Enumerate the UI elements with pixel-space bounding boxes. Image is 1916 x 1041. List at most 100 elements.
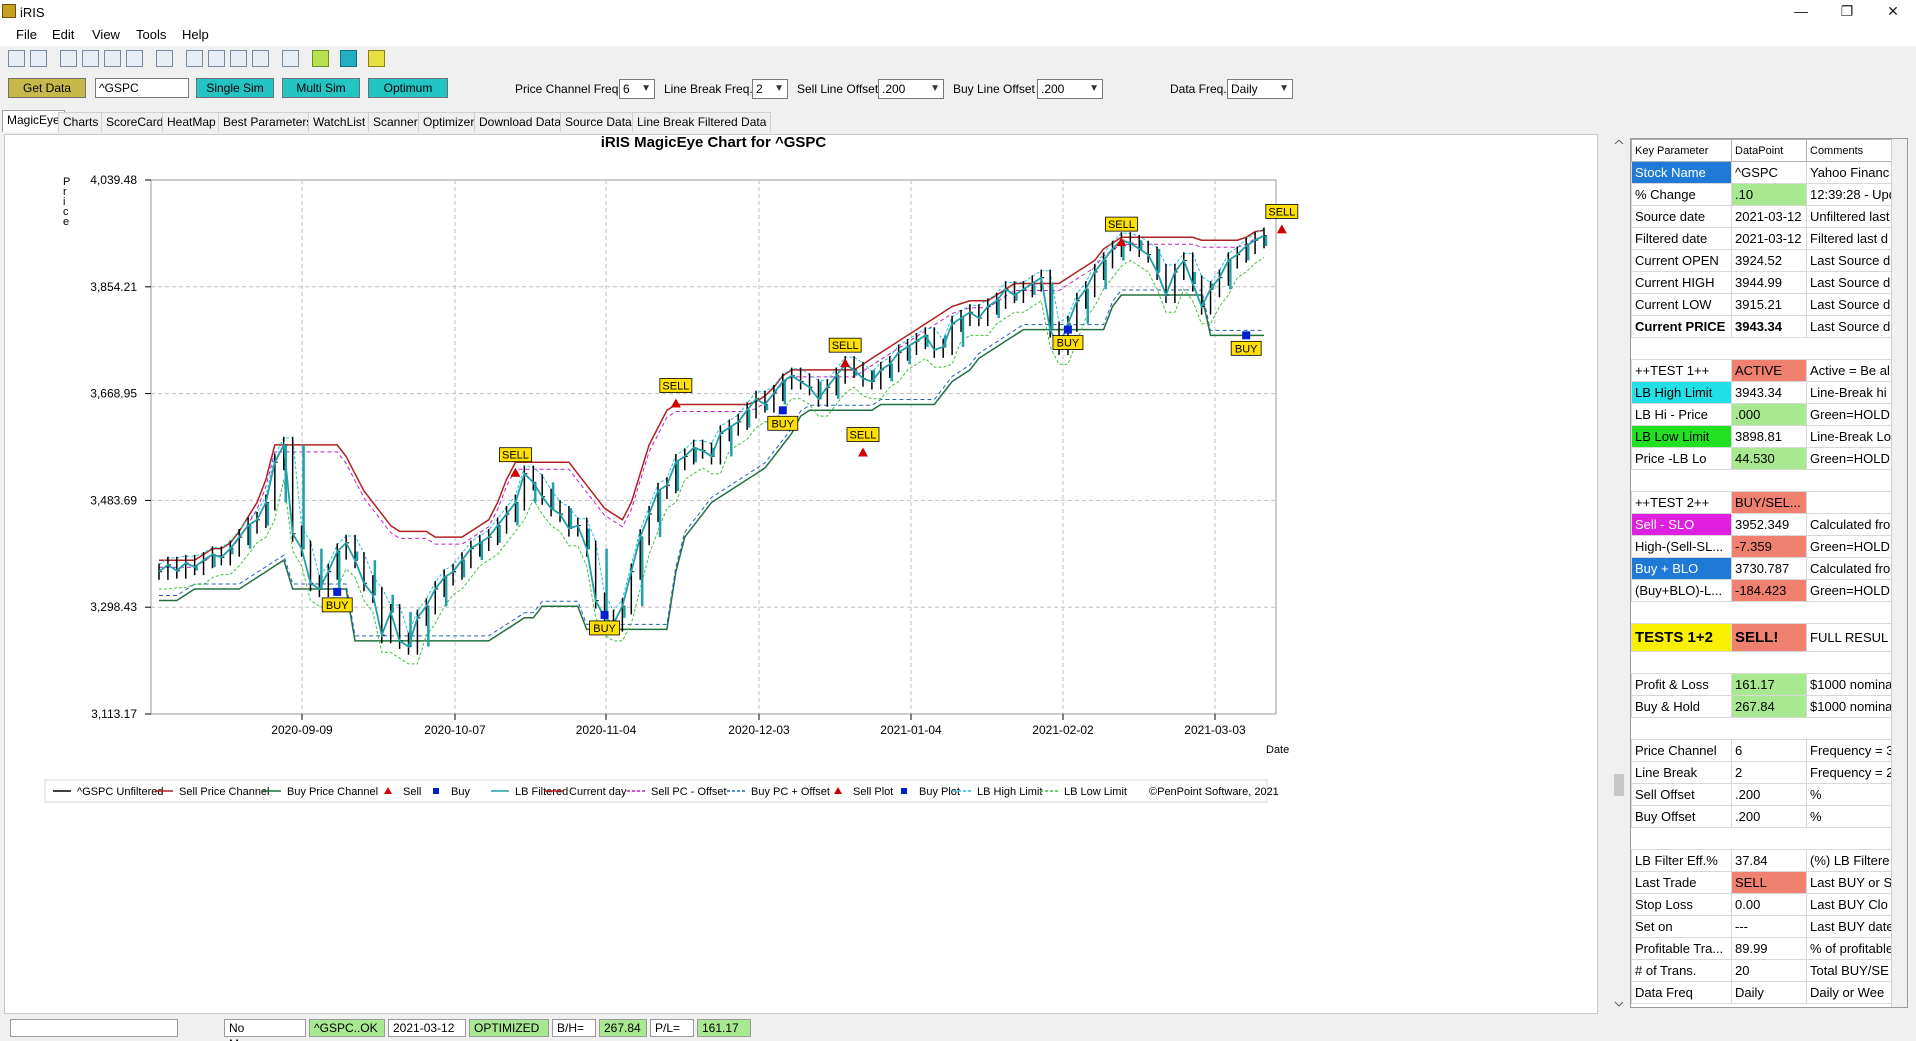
table-row[interactable]: High-(Sell-SL... -7.359 Green=HOLD — [1631, 535, 1898, 558]
table-row[interactable]: Line Break 2 Frequency = 2 — [1631, 761, 1898, 784]
tab-download-data[interactable]: Download Data — [474, 112, 567, 132]
table-row[interactable]: Current OPEN 3924.52 Last Source d — [1631, 249, 1898, 272]
restore-button[interactable]: ❐ — [1840, 3, 1854, 19]
comment-cell[interactable]: Active = Be al — [1805, 359, 1898, 382]
new-icon[interactable] — [8, 50, 25, 67]
comment-cell[interactable]: Unfiltered last — [1805, 205, 1898, 228]
comment-cell[interactable]: 12:39:28 - Upd — [1805, 183, 1898, 206]
minimize-button[interactable]: — — [1794, 3, 1808, 19]
menu-file[interactable]: File — [16, 27, 37, 42]
value-cell[interactable]: 3924.52 — [1731, 249, 1807, 272]
comment-cell[interactable]: Green=HOLD — [1805, 447, 1898, 470]
value-cell[interactable]: 2021-03-12 — [1731, 205, 1807, 228]
table-row[interactable]: Buy Offset .200% — [1631, 805, 1898, 828]
table-row[interactable]: Sell Offset .200% — [1631, 783, 1898, 806]
comment-cell[interactable]: Green=HOLD — [1805, 403, 1898, 426]
menu-tools[interactable]: Tools — [136, 27, 167, 42]
key-cell[interactable]: TESTS 1+2 — [1631, 623, 1732, 652]
table-row[interactable]: Stock Name ^GSPC Yahoo Financ — [1631, 161, 1898, 184]
key-cell[interactable]: Buy Offset — [1631, 805, 1732, 828]
sell-offset-select[interactable]: .200 ▼ — [878, 79, 944, 99]
comment-cell[interactable]: Frequency = 3 — [1805, 739, 1898, 762]
comment-cell[interactable]: $1000 nomina — [1805, 695, 1898, 718]
key-cell[interactable]: Price Channel — [1631, 739, 1732, 762]
value-cell[interactable]: -184.423 — [1731, 579, 1807, 602]
key-cell[interactable]: ++TEST 2++ — [1631, 491, 1732, 514]
key-cell[interactable]: Current PRICE — [1631, 315, 1732, 338]
menu-edit[interactable]: Edit — [52, 27, 75, 42]
comment-cell[interactable]: Frequency = 2 — [1805, 761, 1898, 784]
value-cell[interactable]: --- — [1731, 915, 1807, 938]
comment-cell[interactable]: (%) LB Filtere — [1805, 849, 1898, 872]
table-row[interactable]: Profitable Tra... 89.99% of profitable — [1631, 937, 1898, 960]
line-break-select[interactable]: 2 ▼ — [752, 79, 788, 99]
table-row[interactable]: Buy & Hold 267.84 $1000 nomina — [1631, 695, 1898, 718]
header-datapoint[interactable]: DataPoint — [1731, 139, 1807, 162]
value-cell[interactable]: 2 — [1731, 761, 1807, 784]
key-cell[interactable]: Source date — [1631, 205, 1732, 228]
key-cell[interactable]: LB Hi - Price — [1631, 403, 1732, 426]
comment-cell[interactable]: Total BUY/SE — [1805, 959, 1898, 982]
key-cell[interactable]: Stock Name — [1631, 161, 1732, 184]
menu-help[interactable]: Help — [182, 27, 209, 42]
value-cell[interactable]: 161.17 — [1731, 673, 1807, 696]
value-cell[interactable]: 3730.787 — [1731, 557, 1807, 580]
table-row[interactable]: ++TEST 2++ BUY/SEL... — [1631, 491, 1898, 514]
value-cell[interactable]: 44.530 — [1731, 447, 1807, 470]
chart-zoom-icon[interactable] — [230, 50, 247, 67]
comment-cell[interactable]: Line-Break Lo — [1805, 425, 1898, 448]
tab-watchlist[interactable]: WatchList — [308, 112, 371, 132]
table-row[interactable]: TESTS 1+2 SELL! FULL RESUL — [1631, 623, 1898, 652]
chart-line-icon[interactable] — [186, 50, 203, 67]
table-row[interactable]: % Change .10 12:39:28 - Upd — [1631, 183, 1898, 206]
chart-scrollbar[interactable] — [1612, 139, 1626, 1008]
key-cell[interactable]: (Buy+BLO)-L... — [1631, 579, 1732, 602]
comment-cell[interactable]: Last BUY or S — [1805, 871, 1898, 894]
symbol-input[interactable]: ^GSPC — [95, 78, 189, 98]
value-cell[interactable]: 0.00 — [1731, 893, 1807, 916]
value-cell[interactable]: 3943.34 — [1731, 381, 1807, 404]
single-sim-button[interactable]: Single Sim — [196, 78, 274, 98]
key-cell[interactable]: LB Low Limit — [1631, 425, 1732, 448]
value-cell[interactable]: -7.359 — [1731, 535, 1807, 558]
refresh-icon[interactable] — [368, 50, 385, 67]
save-icon[interactable] — [82, 50, 99, 67]
table-row[interactable]: Stop Loss 0.00 Last BUY Clo — [1631, 893, 1898, 916]
key-cell[interactable]: Last Trade — [1631, 871, 1732, 894]
tab-source-data[interactable]: Source Data — [560, 112, 637, 132]
key-cell[interactable]: Filtered date — [1631, 227, 1732, 250]
table-row[interactable]: Current PRICE 3943.34 Last Source d — [1631, 315, 1898, 338]
value-cell[interactable]: ^GSPC — [1731, 161, 1807, 184]
comment-cell[interactable]: Last Source d — [1805, 249, 1898, 272]
key-cell[interactable]: Data Freq — [1631, 981, 1732, 1004]
key-cell[interactable]: LB Filter Eff.% — [1631, 849, 1732, 872]
key-cell[interactable]: Line Break — [1631, 761, 1732, 784]
value-cell[interactable]: 3952.349 — [1731, 513, 1807, 536]
tab-scorecard[interactable]: ScoreCard — [101, 112, 169, 132]
table-row[interactable]: LB High Limit 3943.34 Line-Break hi — [1631, 381, 1898, 404]
comment-cell[interactable]: Yahoo Financ — [1805, 161, 1898, 184]
value-cell[interactable]: 20 — [1731, 959, 1807, 982]
comment-cell[interactable]: Line-Break hi — [1805, 381, 1898, 404]
value-cell[interactable]: .200 — [1731, 805, 1807, 828]
tab-charts[interactable]: Charts — [58, 112, 104, 132]
get-data-button[interactable]: Get Data — [8, 78, 86, 98]
key-cell[interactable]: High-(Sell-SL... — [1631, 535, 1732, 558]
table-row[interactable]: Current LOW 3915.21 Last Source d — [1631, 293, 1898, 316]
value-cell[interactable]: 3915.21 — [1731, 293, 1807, 316]
buy-offset-select[interactable]: .200 ▼ — [1037, 79, 1103, 99]
comment-cell[interactable]: Filtered last d — [1805, 227, 1898, 250]
value-cell[interactable]: 267.84 — [1731, 695, 1807, 718]
stop-icon[interactable] — [340, 50, 357, 67]
table-row[interactable]: LB Filter Eff.% 37.84 (%) LB Filtere — [1631, 849, 1898, 872]
key-cell[interactable]: Price -LB Lo — [1631, 447, 1732, 470]
open-folder-icon[interactable] — [60, 50, 77, 67]
table-row[interactable]: Current HIGH 3944.99 Last Source d — [1631, 271, 1898, 294]
key-cell[interactable]: Stop Loss — [1631, 893, 1732, 916]
key-cell[interactable]: ++TEST 1++ — [1631, 359, 1732, 382]
table-row[interactable]: LB Low Limit 3898.81 Line-Break Lo — [1631, 425, 1898, 448]
comment-cell[interactable]: % of profitable — [1805, 937, 1898, 960]
value-cell[interactable]: .10 — [1731, 183, 1807, 206]
copy-icon[interactable] — [104, 50, 121, 67]
comment-cell[interactable]: % — [1805, 805, 1898, 828]
